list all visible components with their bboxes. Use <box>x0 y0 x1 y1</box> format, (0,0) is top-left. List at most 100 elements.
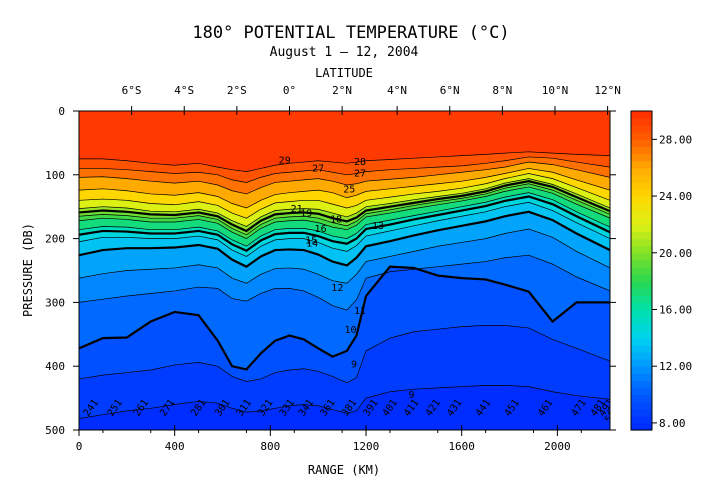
colorbar-swatch <box>631 217 652 226</box>
isotherm-8 <box>79 384 610 419</box>
colorbar: 28.00 24.00 20.00 16.00 12.00 8.00 <box>630 110 692 431</box>
colorbar-swatch <box>631 330 652 339</box>
colorbar-swatch <box>631 366 652 374</box>
latitude-tick-label: 4°S <box>174 84 194 97</box>
colorbar-tick-label: 8.00 <box>659 417 686 430</box>
colorbar-tick-label: 20.00 <box>659 247 692 260</box>
isotherm-23 <box>79 173 610 219</box>
colorbar-swatch <box>631 344 652 353</box>
contour-label: 21 <box>291 204 303 215</box>
colorbar-swatch <box>631 153 652 162</box>
contour-label: 15 <box>305 236 317 247</box>
y-axis-label: PRESSURE (DB) <box>21 223 35 317</box>
contour-label: 27 <box>312 164 324 175</box>
colorbar-swatch <box>631 337 652 346</box>
isotherm-29 <box>79 151 610 172</box>
colorbar-swatch <box>631 259 652 268</box>
colorbar-frame <box>630 110 653 431</box>
colorbar-swatch <box>631 295 652 303</box>
latitude-tick-label: 2°N <box>332 84 352 97</box>
colorbar-swatch <box>631 309 652 318</box>
isotherm-21 <box>79 178 610 227</box>
x-tick-label: 400 <box>165 440 185 453</box>
contour-label: 11 <box>354 306 366 317</box>
latitude-tick-label: 4°N <box>387 84 407 97</box>
latitude-tick-label: 2°S <box>227 84 247 97</box>
isotherm-9 <box>79 325 610 384</box>
colorbar-swatch <box>631 323 652 332</box>
latitude-tick-label: 10°N <box>542 84 569 97</box>
colorbar-swatch <box>631 302 652 311</box>
colorbar-swatch <box>631 252 652 261</box>
contour-label: 501 <box>603 404 622 425</box>
isotherm-16 <box>79 192 610 247</box>
y-tick-label: 100 <box>45 169 65 182</box>
x-tick-label: 0 <box>76 440 83 453</box>
isotherm-27 <box>79 161 610 195</box>
colorbar-tick-label: 24.00 <box>659 190 692 203</box>
colorbar-swatch <box>631 139 652 148</box>
isotherm-28 <box>79 156 610 183</box>
isotherm-15 <box>79 195 610 252</box>
colorbar-swatch <box>631 196 652 204</box>
colorbar-swatch <box>631 188 652 197</box>
x-tick-label: 800 <box>260 440 280 453</box>
contour-label: 10 <box>344 325 356 336</box>
latitude-axis-label: LATITUDE <box>315 66 373 80</box>
colorbar-tick-label: 16.00 <box>659 303 692 316</box>
colorbar-swatch <box>631 380 652 389</box>
colorbar-swatch <box>631 118 652 126</box>
contour-label: 9 <box>408 390 414 401</box>
colorbar-swatch <box>631 401 652 410</box>
x-tick-label: 1200 <box>353 440 380 453</box>
colorbar-swatch <box>631 160 652 169</box>
colorbar-swatch <box>631 288 652 296</box>
latitude-tick-label: 6°S <box>122 84 142 97</box>
colorbar-tick-label: 12.00 <box>659 360 692 373</box>
contour-label: 9 <box>351 359 357 370</box>
latitude-tick-label: 12°N <box>594 84 621 97</box>
colorbar-swatch <box>631 146 652 155</box>
y-tick-label: 200 <box>45 233 65 246</box>
contour-label: 29 <box>279 155 291 166</box>
isotherm-18 <box>79 186 610 240</box>
y-tick-label: 300 <box>45 296 65 309</box>
chart-title: 180° POTENTIAL TEMPERATURE (°C) <box>192 23 509 43</box>
y-tick-label: 500 <box>45 424 65 437</box>
contour-label: 13 <box>372 221 384 232</box>
contour-label: 16 <box>315 224 327 235</box>
colorbar-swatch <box>631 266 652 275</box>
colorbar-swatch <box>631 245 652 254</box>
colorbar-swatch <box>631 387 652 396</box>
x-axis-label: RANGE (KM) <box>308 463 380 477</box>
isotherm-12 <box>79 228 610 284</box>
isotherm-14 <box>79 201 610 257</box>
colorbar-swatch <box>631 181 652 190</box>
colorbar-swatch <box>631 111 652 119</box>
colorbar-swatch <box>631 394 652 403</box>
colorbar-swatch <box>631 167 652 176</box>
plot-frame <box>78 110 611 431</box>
colorbar-swatch <box>631 408 652 417</box>
colorbar-swatch <box>631 231 652 240</box>
axes: 0 400 800 1200 1600 2000 0 100 200 300 400 500 6°S 4°… <box>45 84 621 453</box>
contour-label: 25 <box>343 185 355 196</box>
isotherm-11 <box>79 254 610 311</box>
contour-label: 18 <box>330 215 342 226</box>
isotherm-19 <box>79 183 610 236</box>
colorbar-swatch <box>631 224 652 233</box>
colorbar-tick-label: 28.00 <box>659 133 692 146</box>
x-tick-label: 1600 <box>448 440 475 453</box>
colorbar-swatch <box>631 203 652 211</box>
contour-label: 19 <box>300 208 312 219</box>
y-tick-label: 400 <box>45 360 65 373</box>
colorbar-swatch <box>631 238 652 247</box>
colorbar-swatch <box>631 281 652 289</box>
colorbar-swatch <box>631 359 652 367</box>
colorbar-swatch <box>631 352 652 360</box>
contour-label: 12 <box>331 283 343 294</box>
colorbar-swatch <box>631 415 652 424</box>
colorbar-swatch <box>631 174 652 183</box>
latitude-tick-label: 8°N <box>492 84 512 97</box>
